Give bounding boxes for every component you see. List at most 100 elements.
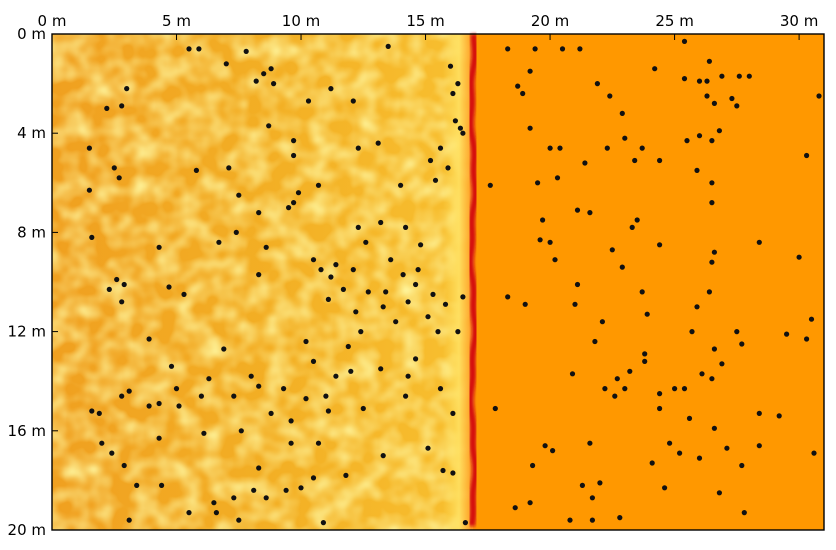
scatter-point <box>440 467 446 474</box>
scatter-point <box>186 509 192 516</box>
scatter-point <box>248 373 254 379</box>
scatter-point <box>318 267 324 273</box>
scatter-point <box>808 316 815 322</box>
scatter-point <box>226 165 232 171</box>
scatter-point <box>231 393 237 399</box>
scatter-point <box>378 219 384 226</box>
scatter-point <box>716 490 723 496</box>
scatter-point <box>729 95 735 102</box>
scatter-point <box>126 517 132 523</box>
x-tick-label: 25 m <box>655 12 693 30</box>
scatter-point <box>597 480 603 486</box>
scatter-point <box>363 239 369 245</box>
scatter-point <box>303 338 309 345</box>
scatter-point <box>741 509 747 516</box>
scatter-point <box>711 100 718 106</box>
scatter-point <box>295 190 302 196</box>
scatter-point <box>756 443 762 449</box>
x-tick-label: 30 m <box>780 12 818 30</box>
scatter-point <box>415 267 421 273</box>
scatter-point <box>271 81 277 87</box>
scatter-point <box>216 239 222 245</box>
scatter-point <box>383 289 389 295</box>
scatter-point <box>547 239 553 245</box>
scatter-point <box>550 448 556 454</box>
scatter-point <box>323 393 329 399</box>
scatter-point <box>310 358 317 364</box>
scatter-point <box>256 465 262 471</box>
scatter-point <box>632 157 638 164</box>
scatter-point <box>206 376 212 382</box>
scatter-point <box>353 309 359 315</box>
scatter-point <box>709 138 715 144</box>
scatter-point <box>622 386 628 392</box>
scatter-point <box>535 180 541 186</box>
scatter-point <box>432 177 439 183</box>
scatter-point <box>213 509 219 516</box>
scatter-point <box>168 363 175 369</box>
x-axis-top: 0 m 5 m 10 m 15 m 20 m 25 m 30 m <box>38 12 818 40</box>
scatter-point <box>186 46 192 52</box>
scatter-point <box>291 138 297 144</box>
scatter-point <box>709 259 715 265</box>
scatter-point <box>333 262 339 268</box>
scatter-point <box>96 410 102 416</box>
scatter-point <box>577 46 583 52</box>
scatter-point <box>405 373 411 379</box>
y-tick-label: 16 m <box>8 422 46 440</box>
scatter-point <box>709 376 715 382</box>
scatter-point <box>159 482 165 488</box>
scatter-point <box>552 257 558 263</box>
scatter-point <box>418 242 424 248</box>
scatter-point <box>719 361 725 367</box>
scatter-point <box>629 224 635 230</box>
scatter-point <box>667 440 673 446</box>
scatter-point <box>686 415 693 421</box>
scatter-point <box>345 343 351 350</box>
scatter-point <box>537 237 543 243</box>
scatter-point <box>784 331 790 337</box>
scatter-point <box>532 46 538 52</box>
plot-frame <box>51 33 825 531</box>
scatter-point <box>455 329 461 335</box>
scatter-point <box>388 257 394 263</box>
scatter-point <box>689 329 695 335</box>
scatter-point <box>355 224 361 230</box>
scatter-point <box>146 336 152 342</box>
scatter-point <box>515 83 521 89</box>
scatter-point <box>579 482 586 488</box>
scatter-point <box>231 495 237 501</box>
scatter-point <box>719 73 725 79</box>
scatter-point <box>445 165 451 171</box>
scatter-point <box>711 249 718 255</box>
scatter-point <box>430 291 436 297</box>
scatter-point <box>649 460 655 466</box>
scatter-point <box>283 487 289 493</box>
scatter-point <box>403 393 409 399</box>
scatter-point <box>348 368 354 374</box>
scatter-point <box>734 103 740 109</box>
scatter-point <box>699 371 705 377</box>
scatter-point <box>315 440 322 446</box>
scatter-point <box>328 274 334 280</box>
scatter-point <box>266 123 272 129</box>
scatter-point <box>358 329 364 335</box>
scatter-point <box>156 435 162 441</box>
scatter-point <box>704 78 710 84</box>
scatter-point <box>460 294 466 300</box>
scatter-point <box>796 254 802 260</box>
scatter-point <box>587 210 593 216</box>
scatter-point <box>400 272 406 278</box>
scatter-point <box>435 329 441 335</box>
scatter-point <box>706 58 713 64</box>
scatter-point <box>425 314 431 320</box>
scatter-point <box>261 71 267 77</box>
scatter-point <box>696 455 703 461</box>
scatter-point <box>405 299 411 305</box>
scatter-point <box>530 462 536 469</box>
scatter-point <box>619 110 625 116</box>
scatter-point <box>681 76 688 82</box>
scatter-point <box>540 217 546 223</box>
scatter-point <box>736 73 742 79</box>
